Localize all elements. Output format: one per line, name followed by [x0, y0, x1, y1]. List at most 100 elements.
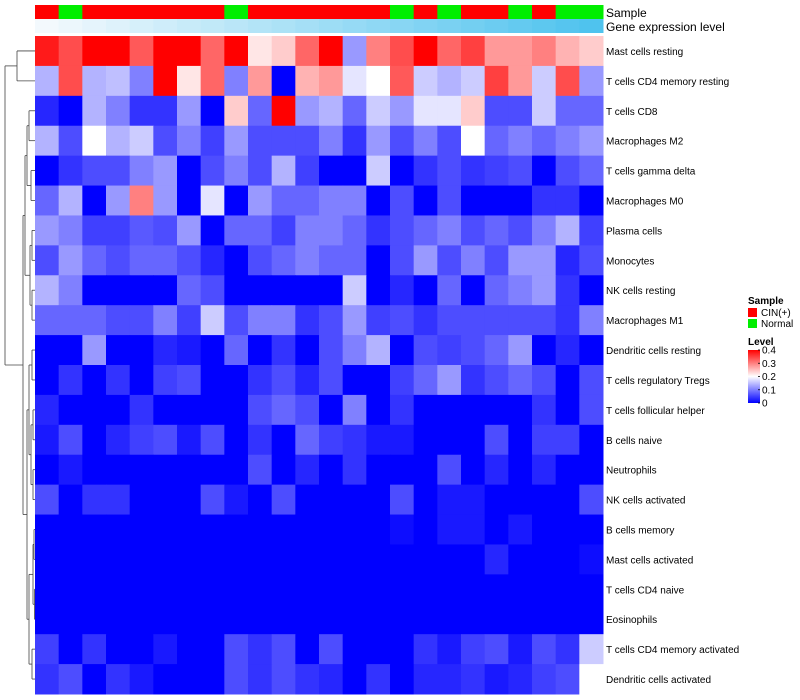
heatmap-cell — [200, 454, 225, 486]
heatmap-cell — [177, 454, 202, 486]
heatmap-cell — [248, 424, 273, 456]
expression-annotation-cell — [484, 19, 509, 33]
heatmap-cell — [413, 335, 438, 366]
heatmap-cell — [82, 544, 107, 575]
heatmap-cell — [177, 424, 202, 456]
expression-annotation-cell — [106, 19, 131, 33]
heatmap-cell — [579, 424, 604, 456]
heatmap-cell — [35, 544, 60, 575]
heatmap-cell — [35, 484, 60, 516]
heatmap-cell — [271, 604, 296, 635]
heatmap-cell — [579, 335, 604, 366]
heatmap-cell — [461, 305, 486, 336]
sample-annotation-cell — [508, 5, 533, 19]
heatmap-cell — [129, 604, 154, 635]
heatmap-cell — [342, 185, 367, 216]
heatmap-cell — [437, 335, 462, 366]
heatmap-cell — [106, 215, 131, 246]
heatmap-cell — [129, 574, 154, 605]
heatmap-cell — [82, 185, 107, 216]
heatmap-cell — [319, 155, 344, 187]
heatmap-cell — [295, 335, 320, 366]
heatmap-cell — [248, 275, 273, 306]
legend-sample-title: Sample — [748, 296, 784, 307]
heatmap-cell — [129, 155, 154, 187]
heatmap-cell — [153, 185, 178, 216]
heatmap-cell — [484, 305, 509, 336]
heatmap-cell — [224, 125, 249, 157]
heatmap-cell — [129, 275, 154, 306]
heatmap-cell — [224, 95, 249, 127]
sample-annotation-cell — [177, 5, 202, 19]
heatmap-cell — [271, 514, 296, 545]
heatmap-cell — [271, 95, 296, 127]
expression-annotation-cell — [579, 19, 604, 33]
heatmap-cell — [82, 424, 107, 456]
heatmap-cell — [248, 65, 273, 97]
heatmap-cell — [508, 275, 533, 306]
heatmap-cell — [129, 305, 154, 336]
heatmap-cell — [248, 95, 273, 127]
heatmap-cell — [484, 544, 509, 575]
heatmap-cell — [555, 574, 580, 605]
heatmap-cell — [200, 394, 225, 426]
heatmap-cell — [532, 335, 557, 366]
heatmap-cell — [342, 275, 367, 306]
heatmap-cell — [248, 484, 273, 516]
heatmap-cell — [461, 185, 486, 216]
heatmap-cell — [271, 245, 296, 276]
heatmap-cell — [295, 604, 320, 635]
heatmap-cell — [342, 484, 367, 516]
heatmap-cell — [342, 125, 367, 157]
heatmap-cell — [366, 544, 391, 575]
heatmap-cell — [200, 95, 225, 127]
heatmap-cell — [58, 215, 83, 246]
heatmap-cell — [35, 305, 60, 336]
expression-annotation-cell — [295, 19, 320, 33]
heatmap-cell — [177, 125, 202, 157]
heatmap-cell — [555, 335, 580, 366]
row-label: Macrophages M0 — [606, 197, 684, 208]
heatmap-cell — [461, 215, 486, 246]
heatmap-cell — [437, 95, 462, 127]
heatmap-cell — [248, 335, 273, 366]
legend-tick-label: 0.3 — [762, 359, 776, 370]
heatmap-cell — [413, 544, 438, 575]
heatmap-cell — [413, 424, 438, 456]
expression-annotation-cell — [82, 19, 107, 33]
heatmap-cell — [248, 36, 273, 67]
heatmap-cell — [342, 245, 367, 276]
heatmap-cell — [224, 634, 249, 665]
heatmap-cell — [35, 604, 60, 635]
legend-tick-label: 0 — [762, 399, 768, 410]
heatmap-cell — [508, 544, 533, 575]
heatmap-cell — [532, 275, 557, 306]
heatmap-cell — [366, 634, 391, 665]
heatmap-cell — [390, 185, 415, 216]
heatmap-cell — [35, 125, 60, 157]
heatmap-cell — [82, 484, 107, 516]
expression-annotation-cell — [461, 19, 486, 33]
heatmap-cell — [82, 305, 107, 336]
heatmap-cell — [177, 634, 202, 665]
heatmap-cell — [461, 574, 486, 605]
heatmap-cell — [342, 65, 367, 97]
heatmap-cell — [200, 514, 225, 545]
row-label: T cells CD4 memory resting — [606, 77, 729, 88]
heatmap-cell — [461, 454, 486, 486]
heatmap-cell — [271, 125, 296, 157]
sample-annotation-cell — [248, 5, 273, 19]
heatmap-cell — [319, 125, 344, 157]
heatmap-cell — [224, 514, 249, 545]
expression-annotation-cell — [248, 19, 273, 33]
heatmap-cell — [35, 664, 60, 695]
heatmap-cell — [106, 245, 131, 276]
heatmap-cell — [319, 394, 344, 426]
heatmap-cell — [58, 275, 83, 306]
heatmap-cell — [248, 394, 273, 426]
heatmap-cell — [82, 275, 107, 306]
heatmap-cell — [390, 275, 415, 306]
heatmap-cell — [413, 514, 438, 545]
heatmap-cell — [248, 155, 273, 187]
heatmap-cell — [224, 574, 249, 605]
